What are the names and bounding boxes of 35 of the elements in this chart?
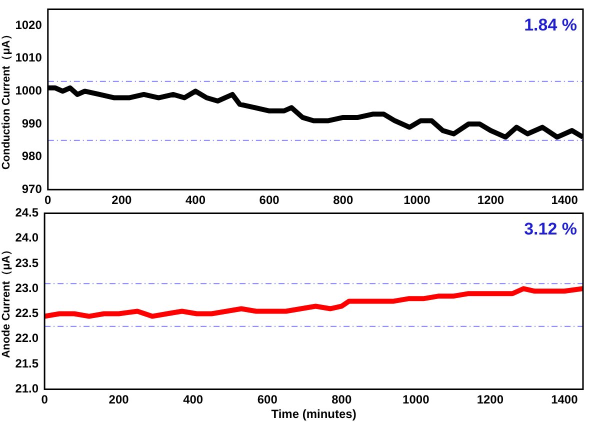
x-tick-label: 1400 [551,193,578,208]
x-tick-label: 200 [108,392,130,407]
y-tick-label: 990 [22,116,42,130]
x-tick-label: 600 [259,193,280,208]
y-tick-label: 23.5 [15,256,39,270]
annotation: 1.84 % [524,15,577,34]
x-tick-label: 600 [257,392,278,407]
y-tick-label: 24.0 [15,230,39,245]
x-tick-label: 400 [185,193,206,208]
x-tick-label: 800 [332,392,352,407]
x-tick-label: 1000 [402,392,430,407]
x-tick-label: 1200 [476,392,504,407]
x-tick-label: 0 [41,392,48,407]
x-tick-label: 0 [44,193,52,208]
y-tick-label: 970 [22,182,42,196]
x-tick-label: 1200 [477,193,504,208]
y-tick-label: 1010 [15,50,42,65]
x-tick-label: 200 [112,193,132,208]
x-axis-title: Time (minutes) [271,407,356,422]
x-tick-label: 1400 [551,392,578,407]
y-tick-label: 980 [22,149,42,164]
x-tick-label: 800 [333,193,354,208]
y-tick-label: 22.5 [15,306,39,320]
y-tick-label: 23.0 [15,280,39,295]
annotation: 3.12 % [524,219,577,238]
y-tick-label: 1020 [15,18,42,32]
y-tick-label: 1000 [15,84,42,98]
y-tick-label: 21.5 [15,356,39,370]
y-axis-title: Anode Current（μA） [0,244,13,358]
y-axis-title: Conduction Current（μA） [0,29,13,170]
y-tick-label: 24.5 [15,206,39,220]
y-tick-label: 21.0 [15,382,39,396]
x-tick-label: 400 [183,392,204,407]
y-tick-label: 22.0 [15,331,39,346]
x-tick-label: 1000 [404,193,431,208]
